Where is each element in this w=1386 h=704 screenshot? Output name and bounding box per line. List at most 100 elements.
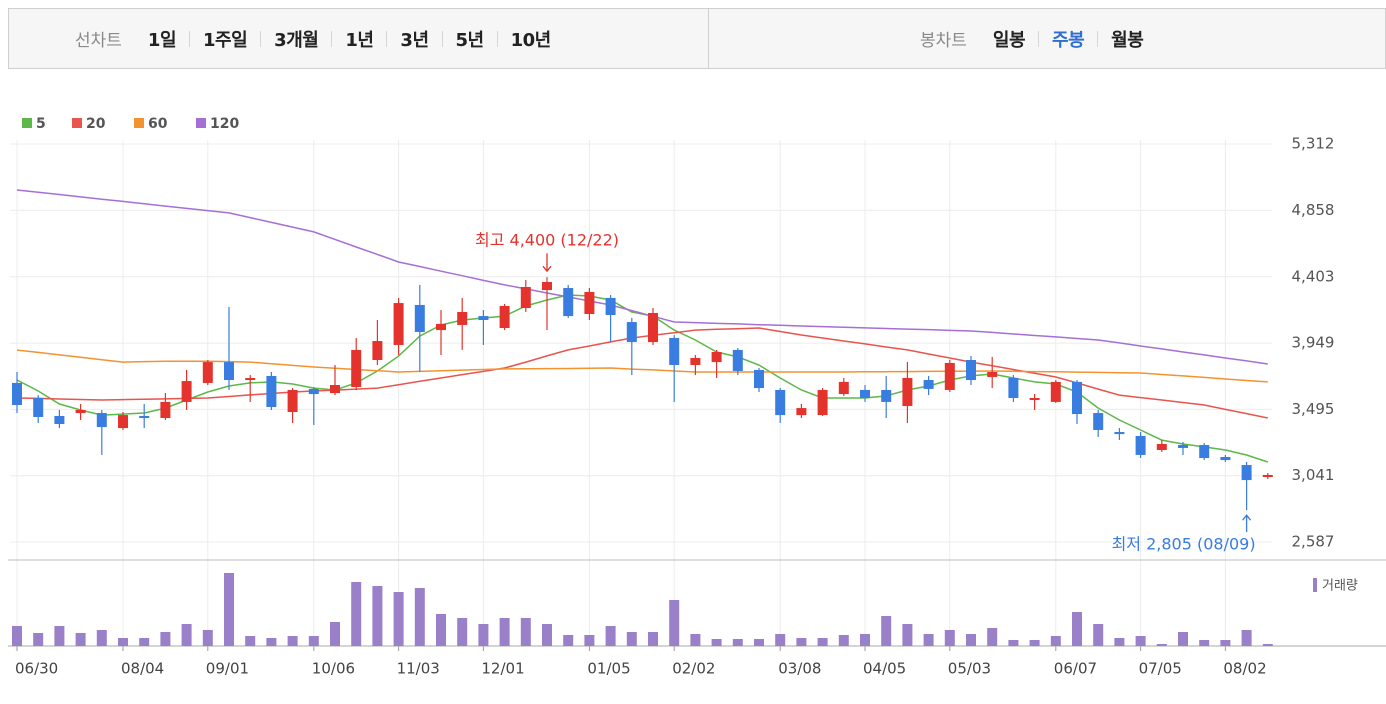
volume-bar (1156, 644, 1167, 646)
volume-bar (584, 635, 595, 646)
period-button[interactable]: 1일 (147, 29, 177, 51)
volume-bar (160, 632, 171, 646)
candle-period-button[interactable]: 일봉 (992, 29, 1026, 51)
candle-body (881, 389, 892, 402)
volume-bar (711, 639, 722, 646)
candle-body (648, 312, 658, 343)
volume-bar (1114, 638, 1125, 646)
candle-chart-group: 봉차트 일봉 주봉 월봉 (709, 9, 1385, 68)
candle-body (902, 377, 913, 407)
volume-bar (33, 633, 44, 646)
candle-body (542, 282, 552, 291)
candle-body (1072, 381, 1082, 415)
volume-bar (775, 634, 786, 646)
volume-bar (393, 592, 404, 646)
x-tick-label: 02/02 (672, 660, 715, 678)
period-button[interactable]: 1주일 (203, 29, 248, 51)
y-tick-label: 3,949 (1292, 334, 1335, 352)
legend-swatch (134, 118, 144, 128)
candle-body (414, 304, 425, 332)
volume-bar (372, 586, 383, 646)
volume-bar (181, 624, 192, 646)
volume-bar (860, 634, 870, 646)
candle-chart-label: 봉차트 (920, 31, 967, 51)
moving-average-line (16, 189, 1268, 365)
volume-bar (139, 638, 150, 646)
volume-bar (902, 624, 913, 646)
volume-bar (966, 634, 976, 646)
volume-bar (669, 600, 680, 646)
volume-bar (690, 634, 701, 646)
volume-bar (1199, 640, 1210, 646)
candle-body (478, 316, 489, 320)
volume-bar (54, 626, 65, 646)
candle-body (266, 375, 277, 408)
volume-bar (838, 635, 849, 646)
volume-bar (923, 634, 934, 646)
separator (1097, 30, 1099, 47)
y-tick-label: 4,858 (1292, 201, 1335, 219)
volume-bar (1008, 640, 1019, 646)
volume-bar (605, 626, 616, 646)
volume-legend-swatch (1313, 578, 1317, 592)
period-button[interactable]: 3개월 (274, 29, 319, 51)
period-button[interactable]: 3년 (400, 29, 429, 51)
candle-body (711, 351, 722, 363)
separator (1038, 30, 1040, 47)
x-tick-label: 10/06 (312, 660, 355, 678)
x-tick-label: 12/01 (481, 660, 524, 678)
candle-body (436, 323, 446, 331)
line-chart-group: 선차트 1일 1주일 3개월 1년 3년 5년 10년 (9, 9, 709, 68)
line-chart-label: 선차트 (75, 31, 122, 51)
candle-body (1262, 474, 1273, 478)
volume-bar (457, 618, 468, 646)
candle-body (224, 362, 234, 381)
volume-bar (944, 630, 955, 646)
low-annotation: 최저 2,805 (08/09) (1112, 535, 1256, 554)
candle-body (584, 291, 595, 315)
candle-period-button[interactable]: 월봉 (1111, 29, 1144, 51)
y-tick-label: 2,587 (1292, 533, 1335, 551)
candle-body (923, 380, 934, 389)
x-tick-label: 11/03 (397, 660, 440, 678)
x-tick-label: 07/05 (1139, 660, 1182, 678)
volume-bar (1029, 640, 1040, 646)
volume-bar (224, 573, 234, 646)
legend-label: 120 (210, 116, 239, 132)
period-button[interactable]: 10년 (510, 29, 552, 51)
x-tick-label: 06/07 (1054, 660, 1097, 678)
volume-bar (287, 636, 298, 646)
legend-swatch (72, 118, 82, 128)
x-tick-label: 08/02 (1223, 660, 1266, 678)
candle-body (139, 415, 150, 418)
volume-bar (520, 618, 531, 646)
volume-bar (118, 638, 128, 646)
candle-body (287, 389, 298, 413)
candle-body (1135, 435, 1146, 455)
moving-average-line (16, 349, 1268, 383)
volume-bar (1262, 644, 1273, 646)
volume-bar (308, 636, 319, 646)
candle-body (160, 401, 171, 418)
volume-bar (1220, 640, 1231, 646)
candle-body (330, 384, 340, 394)
volume-bar (436, 614, 446, 646)
candle-period-button[interactable]: 주봉 (1052, 29, 1085, 51)
volume-bar (542, 624, 552, 646)
volume-bar (1135, 636, 1146, 646)
candle-body (987, 371, 998, 377)
candle-body (1178, 445, 1188, 448)
candle-body (1029, 397, 1040, 401)
x-tick-label: 01/05 (587, 660, 630, 678)
candle-body (457, 311, 468, 325)
candle-body (351, 349, 362, 388)
separator (386, 30, 388, 47)
moving-average-line (16, 327, 1268, 419)
candle-body (860, 389, 870, 398)
period-button[interactable]: 5년 (455, 29, 485, 51)
period-button[interactable]: 1년 (345, 29, 374, 51)
candle-body (1093, 413, 1104, 430)
volume-bar (1050, 636, 1061, 646)
